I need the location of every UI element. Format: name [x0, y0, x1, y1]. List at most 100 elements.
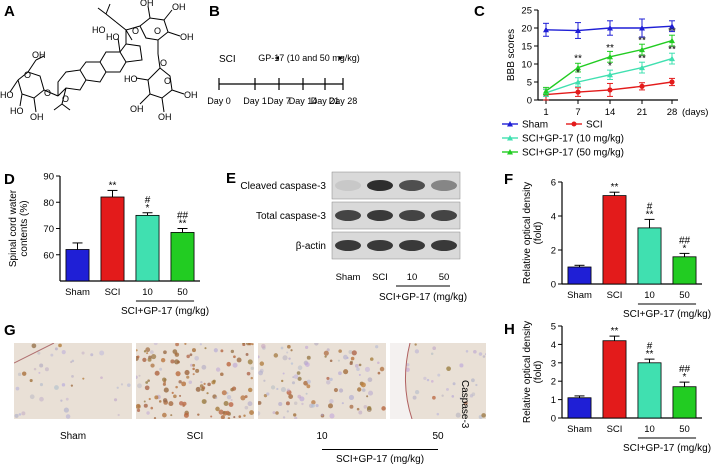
cell — [29, 394, 35, 400]
blot-band — [335, 240, 361, 251]
cell — [311, 403, 315, 408]
cell — [471, 392, 476, 397]
cell — [273, 353, 279, 358]
cell — [61, 383, 66, 387]
cell — [432, 346, 437, 351]
cell — [201, 399, 207, 404]
atom-label: HO — [92, 25, 106, 35]
blot-band — [367, 180, 393, 191]
x-tick-label: 21 — [637, 107, 648, 118]
cell — [220, 349, 224, 353]
cell — [290, 362, 294, 365]
cell — [293, 374, 299, 379]
cell — [71, 374, 74, 378]
chart-f: F 0 2 4 6 Relative optical density (fold) Sham S… — [504, 171, 711, 320]
cell — [261, 343, 266, 349]
cell — [213, 348, 218, 353]
significance-mark: * — [608, 61, 612, 72]
blot-band — [367, 210, 393, 221]
cell — [329, 399, 334, 404]
cell — [223, 401, 229, 406]
significance-mark: ** — [668, 45, 676, 56]
panel-letter-d: D — [4, 171, 15, 188]
timeline-day-label: Day 14 — [289, 96, 318, 106]
cell — [17, 372, 22, 377]
cell — [226, 361, 232, 367]
significance-mark: ## — [679, 235, 691, 246]
x-tick-label: SCI — [105, 287, 121, 298]
cell — [143, 403, 148, 408]
cell — [363, 405, 368, 409]
cell — [478, 352, 483, 356]
x-axis-unit: (days) — [682, 107, 708, 118]
cell — [136, 349, 138, 352]
atom-label: HO — [10, 106, 24, 116]
significance-mark: ** — [109, 180, 117, 191]
cell — [356, 407, 360, 411]
cell — [247, 401, 253, 407]
cell — [160, 357, 166, 363]
cell — [243, 414, 246, 418]
data-point — [669, 37, 675, 44]
data-point — [639, 46, 645, 53]
cell — [153, 416, 157, 419]
cell — [306, 379, 311, 384]
cell — [126, 383, 131, 387]
cell — [153, 343, 158, 346]
cell — [39, 363, 44, 368]
significance-mark: ** — [638, 36, 646, 47]
bar — [135, 214, 160, 282]
data-point — [639, 25, 645, 31]
cell — [218, 409, 224, 415]
cell — [158, 400, 162, 403]
cell — [54, 347, 58, 351]
cell — [358, 363, 362, 367]
x-tick-label: Sham — [65, 287, 90, 298]
significance-mark: ** — [611, 182, 619, 193]
y-tick-label: 90 — [43, 172, 54, 183]
cell — [204, 347, 207, 350]
cell — [162, 412, 167, 418]
cell — [333, 387, 339, 393]
cell — [195, 386, 201, 392]
cell — [117, 413, 120, 417]
cell — [215, 406, 220, 412]
cell — [145, 347, 151, 353]
tissue-edge — [390, 343, 412, 419]
cell — [200, 380, 203, 384]
panel-letter-g: G — [4, 322, 16, 339]
x-tick-label: Sham — [567, 290, 592, 301]
y-tick-label: 0 — [551, 280, 556, 291]
cell — [338, 349, 342, 353]
cell — [368, 390, 374, 396]
cell — [143, 400, 146, 403]
blot-band — [399, 240, 425, 251]
cell — [246, 371, 251, 376]
panel-letter-b: B — [209, 3, 220, 20]
cell — [71, 359, 75, 363]
cell — [70, 360, 73, 364]
cell — [179, 401, 184, 406]
atom-label: OH — [130, 104, 144, 114]
legend-label: SCI — [586, 120, 603, 131]
cell — [192, 363, 196, 367]
x-tick-label: 10 — [644, 290, 655, 301]
cell — [364, 366, 370, 372]
x-tick-label: 50 — [679, 290, 690, 301]
cell — [184, 369, 190, 376]
y-tick-label: 2 — [551, 246, 556, 257]
significance-mark: ## — [177, 211, 189, 222]
atom-label: O — [132, 26, 139, 36]
atom-label: OH — [140, 0, 154, 8]
cell — [190, 363, 193, 367]
legend-marker — [507, 121, 513, 127]
cell — [38, 371, 41, 374]
cell — [14, 413, 19, 418]
cell — [296, 371, 301, 375]
cell — [314, 343, 319, 346]
cell — [297, 376, 302, 381]
cell — [324, 355, 327, 358]
cell — [162, 398, 168, 403]
cell — [207, 382, 211, 387]
